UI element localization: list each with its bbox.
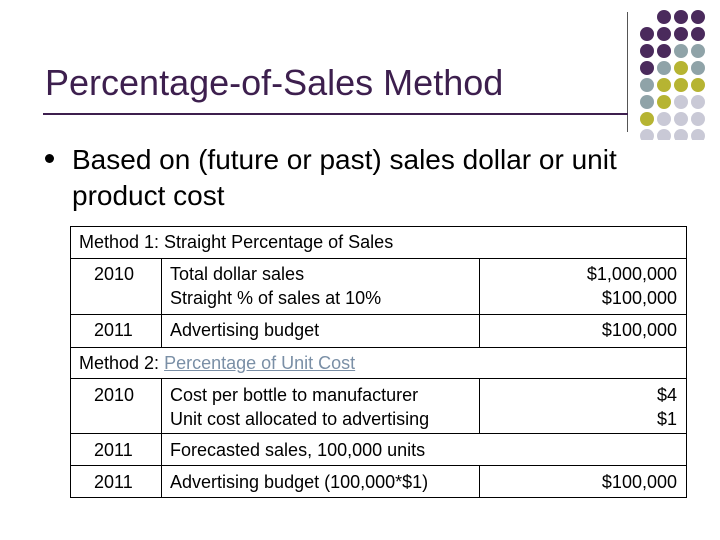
decorative-dot (691, 129, 705, 140)
decorative-dot (657, 112, 671, 126)
method2-prefix: Method 2: (79, 353, 165, 373)
decorative-dot (674, 44, 688, 58)
decorative-dot (640, 27, 654, 41)
decorative-dot (674, 129, 688, 140)
decorative-dot (657, 78, 671, 92)
column-divider (161, 258, 162, 347)
table-cell-desc: Cost per bottle to manufacturer (170, 385, 419, 405)
table-cell-year: 2011 (94, 472, 133, 492)
table-cell-value: $4 (656, 385, 677, 405)
table-cell-year: 2010 (94, 385, 135, 405)
decorative-dot (657, 129, 671, 140)
decorative-dot (691, 10, 705, 24)
row-divider (71, 465, 686, 466)
vertical-divider (627, 12, 628, 132)
method2-header: Method 2: Percentage of Unit Cost (79, 351, 355, 375)
decorative-dot (674, 78, 688, 92)
decorative-dot (657, 95, 671, 109)
row-divider (71, 347, 686, 348)
decorative-dot (640, 61, 654, 75)
decorative-dot (640, 78, 654, 92)
method1-header: Method 1: Straight Percentage of Sales (79, 232, 394, 252)
decorative-dot (674, 61, 688, 75)
table-cell-desc: Forecasted sales, 100,000 units (170, 440, 426, 460)
column-divider (479, 465, 480, 497)
decorative-dot (657, 61, 671, 75)
table-cell-desc: Total dollar sales (170, 264, 305, 284)
decorative-dot (674, 27, 688, 41)
table-cell-year: 2010 (94, 264, 135, 284)
decorative-dot-grid (640, 10, 705, 140)
table-cell-desc: Advertising budget (170, 320, 320, 340)
column-divider (161, 378, 162, 497)
column-divider (479, 258, 480, 347)
column-divider (479, 378, 480, 433)
page-title: Percentage-of-Sales Method (45, 62, 504, 103)
bullet-text: Based on (future or past) sales dollar o… (72, 144, 617, 211)
decorative-dot (640, 44, 654, 58)
table-cell-year: 2011 (94, 440, 133, 460)
title-underline (43, 113, 628, 115)
decorative-dot (691, 61, 705, 75)
row-divider (71, 314, 686, 315)
row-divider (71, 433, 686, 434)
decorative-dot (657, 10, 671, 24)
table-cell-value: $100,000 (601, 472, 677, 492)
table-cell-desc: Straight % of sales at 10% (170, 288, 382, 308)
table-cell-value: $100,000 (601, 288, 677, 308)
row-divider (71, 378, 686, 379)
bullet-dot-icon (45, 154, 54, 163)
decorative-dot (657, 27, 671, 41)
decorative-dot (640, 129, 654, 140)
table-cell-desc: Unit cost allocated to advertising (170, 409, 430, 429)
decorative-dot (691, 78, 705, 92)
table-cell-value: $100,000 (601, 320, 677, 340)
decorative-dot (674, 95, 688, 109)
method-table: Method 1: Straight Percentage of Sales 2… (70, 226, 687, 498)
decorative-dot (640, 95, 654, 109)
decorative-dot (674, 10, 688, 24)
row-divider (71, 258, 686, 259)
table-cell-value: $1 (656, 409, 677, 429)
decorative-dot (657, 44, 671, 58)
decorative-dot (674, 112, 688, 126)
table-cell-value: $1,000,000 (586, 264, 677, 284)
decorative-dot (691, 44, 705, 58)
decorative-dot (691, 112, 705, 126)
decorative-dot (640, 112, 654, 126)
decorative-dot (691, 27, 705, 41)
table-cell-desc: Advertising budget (100,000*$1) (170, 472, 429, 492)
unit-cost-link[interactable]: Percentage of Unit Cost (164, 353, 356, 373)
decorative-dot (691, 95, 705, 109)
table-cell-year: 2011 (94, 320, 133, 340)
